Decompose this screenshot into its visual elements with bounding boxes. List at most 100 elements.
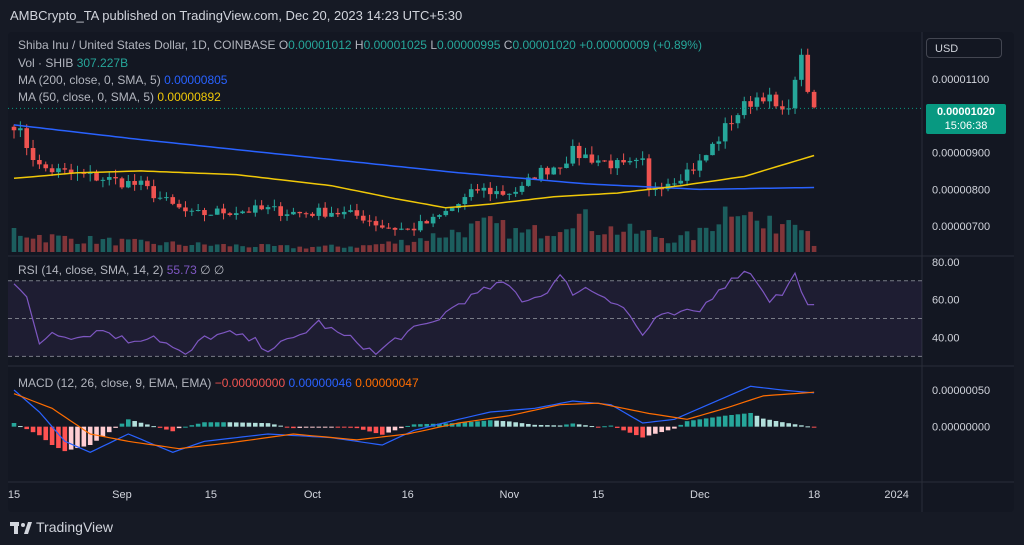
volume-bar	[37, 234, 42, 252]
macd-label[interactable]: MACD (12, 26, close, 9, EMA, EMA)	[18, 376, 212, 390]
macd-histogram-bar	[722, 415, 728, 427]
candle-body	[62, 168, 68, 170]
volume-value: 307.227B	[76, 56, 129, 70]
volume-bar	[665, 243, 671, 252]
macd-histogram-bar	[367, 426, 372, 432]
macd-histogram-bar	[627, 426, 633, 433]
macd-signal-line	[13, 391, 815, 450]
volume-bar	[18, 235, 23, 252]
candle-body	[310, 213, 315, 216]
candle-body	[87, 172, 93, 174]
macd-histogram-bar	[481, 420, 487, 427]
volume-bar	[545, 235, 550, 252]
macd-histogram-bar	[614, 426, 620, 428]
candle-body	[748, 101, 753, 107]
volume-bar	[570, 228, 576, 252]
volume-bar	[145, 241, 150, 252]
currency-button[interactable]: USD	[926, 38, 1002, 58]
volume-bar	[94, 243, 99, 252]
rsi-label[interactable]: RSI (14, close, SMA, 14, 2)	[18, 263, 164, 277]
volume-bar	[589, 231, 595, 252]
ma200-label[interactable]: MA (200, close, 0, SMA, 5)	[18, 73, 161, 87]
volume-bar	[653, 236, 658, 252]
candle-body	[195, 210, 201, 212]
macd-histogram-bar	[113, 426, 118, 428]
candle-body	[449, 208, 455, 211]
volume-bar	[449, 229, 455, 252]
symbol-name[interactable]: Shiba Inu / United States Dollar, 1D, CO…	[18, 38, 276, 52]
macd-histogram-bar	[703, 418, 709, 427]
candle-body	[367, 220, 372, 222]
candle-body	[24, 128, 29, 149]
volume-bar	[303, 248, 309, 252]
ma200-legend: MA (200, close, 0, SMA, 5) 0.00000805	[18, 73, 227, 87]
candle-body	[564, 163, 569, 169]
volume-bar	[424, 240, 430, 252]
volume-bar	[519, 232, 525, 252]
candle-body	[380, 225, 385, 228]
macd-histogram-bar	[608, 425, 614, 427]
candle-body	[341, 211, 347, 215]
volume-bar	[659, 238, 664, 252]
candle-body	[43, 164, 49, 169]
macd-histogram-bar	[380, 426, 385, 435]
ma50-label[interactable]: MA (50, close, 0, SMA, 5)	[18, 90, 155, 104]
time-axis-label: 18	[808, 489, 820, 501]
volume-bar	[583, 209, 588, 252]
volume-bar	[56, 235, 61, 252]
time-axis-label: Nov	[500, 489, 520, 501]
macd-histogram-bar	[214, 422, 220, 427]
macd-histogram-bar	[119, 423, 125, 427]
candle-body	[430, 216, 436, 224]
volume-bar	[564, 229, 569, 252]
macd-histogram-bar	[310, 426, 315, 428]
last-price-value: 0.00001020	[936, 106, 996, 118]
volume-bar	[526, 229, 531, 252]
macd-histogram-bar	[570, 423, 576, 427]
macd-histogram-bar	[799, 425, 804, 427]
candle-body	[18, 128, 23, 131]
candle-body	[659, 188, 664, 190]
macd-histogram-bar	[456, 423, 461, 427]
candle-body	[183, 207, 188, 212]
volume-bar	[538, 238, 544, 252]
volume-bar	[24, 237, 29, 252]
macd-histogram-bar	[151, 426, 156, 428]
volume-bar	[418, 238, 423, 252]
volume-bar	[399, 239, 404, 252]
candle-body	[272, 206, 277, 208]
macd-histogram-bar	[494, 420, 499, 427]
candle-body	[487, 187, 493, 195]
macd-histogram-bar	[284, 426, 290, 428]
ohlc-legend: Shiba Inu / United States Dollar, 1D, CO…	[18, 38, 702, 52]
candle-body	[49, 168, 55, 173]
macd-histogram-bar	[487, 420, 493, 427]
volume-bar	[43, 242, 49, 252]
volume-bar	[106, 237, 112, 252]
macd-axis-label: 0.00000050	[932, 385, 990, 397]
volume-bar	[456, 232, 461, 252]
volume-bar	[614, 234, 620, 252]
macd-histogram-bar	[786, 423, 791, 427]
macd-histogram-bar	[43, 426, 49, 441]
candle-body	[507, 193, 512, 195]
macd-histogram-bar	[621, 426, 626, 431]
volume-bar	[322, 245, 328, 252]
candle-body	[240, 211, 245, 214]
volume-bar	[532, 225, 537, 252]
rsi-axis-label: 80.00	[932, 257, 960, 269]
candle-body	[583, 154, 588, 159]
price-axis-label: 0.00001100	[932, 74, 989, 86]
volume-bar	[354, 247, 360, 252]
candle-body	[145, 180, 150, 187]
volume-bar	[253, 246, 258, 252]
volume-label[interactable]: Vol · SHIB	[18, 56, 74, 70]
candle-body	[443, 210, 449, 216]
macd-histogram-bar	[189, 425, 195, 427]
volume-bar	[138, 239, 144, 252]
volume-bar	[729, 216, 734, 252]
macd-histogram-bar	[106, 426, 112, 433]
volume-bar	[430, 233, 436, 252]
volume-bar	[507, 238, 512, 252]
